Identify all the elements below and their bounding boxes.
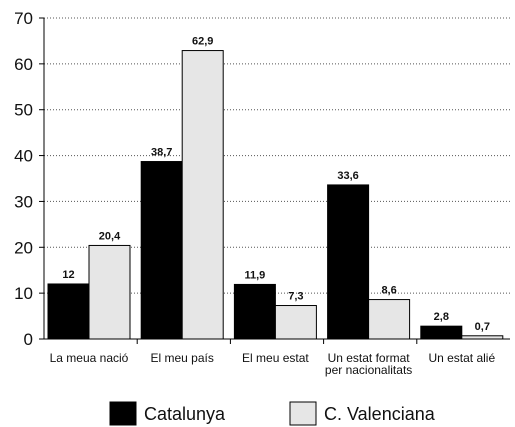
y-tick-label: 10 [14, 284, 33, 303]
y-tick-label: 70 [14, 9, 33, 28]
data-label: 38,7 [151, 147, 172, 159]
category-labels: La meua nació El meu país El meu estat Un e… [50, 351, 496, 377]
bar-valenciana [181, 50, 224, 340]
data-label: 7,3 [288, 291, 303, 303]
bar-valenciana [274, 305, 317, 340]
bar-catalunya [327, 184, 370, 340]
legend-swatch-valenciana [289, 401, 317, 426]
y-tick-label: 40 [14, 147, 33, 166]
bar-valenciana [368, 299, 411, 340]
bar-valenciana [88, 244, 131, 340]
data-label: 33,6 [337, 170, 358, 182]
category-label: El meu estat [242, 351, 309, 365]
data-label: 12 [62, 269, 74, 281]
y-tick-label: 0 [24, 330, 33, 349]
data-label: 0,7 [475, 321, 490, 333]
category-label: El meu país [151, 351, 214, 365]
bars [47, 50, 504, 340]
legend-swatch-catalunya [109, 401, 137, 426]
data-label: 62,9 [192, 36, 213, 48]
legend: Catalunya C. Valenciana [109, 401, 436, 426]
data-label: 2,8 [434, 311, 449, 323]
category-label: per nacionalitats [325, 363, 412, 377]
data-label: 8,6 [381, 285, 396, 297]
y-tick-label: 60 [14, 55, 33, 74]
legend-label-catalunya: Catalunya [144, 404, 226, 424]
bar-catalunya [47, 283, 90, 340]
category-label: Un estat format [328, 351, 411, 365]
bar-catalunya [140, 161, 183, 340]
category-label: Un estat alié [428, 351, 495, 365]
y-tick-label: 50 [14, 101, 33, 120]
legend-label-valenciana: C. Valenciana [324, 404, 436, 424]
y-tick-label: 30 [14, 192, 33, 211]
y-tick-label: 20 [14, 238, 33, 257]
bar-catalunya [420, 325, 463, 340]
category-label: La meua nació [50, 351, 129, 365]
bar-catalunya [233, 283, 276, 340]
axes [43, 18, 510, 344]
data-label: 20,4 [99, 230, 121, 242]
data-label: 11,9 [244, 269, 265, 281]
y-axis-ticks: 0 10 20 30 40 50 60 70 [14, 9, 44, 349]
data-labels: 12 20,4 38,7 62,9 11,9 7,3 33,6 8,6 2,8 0,7 [62, 36, 490, 333]
